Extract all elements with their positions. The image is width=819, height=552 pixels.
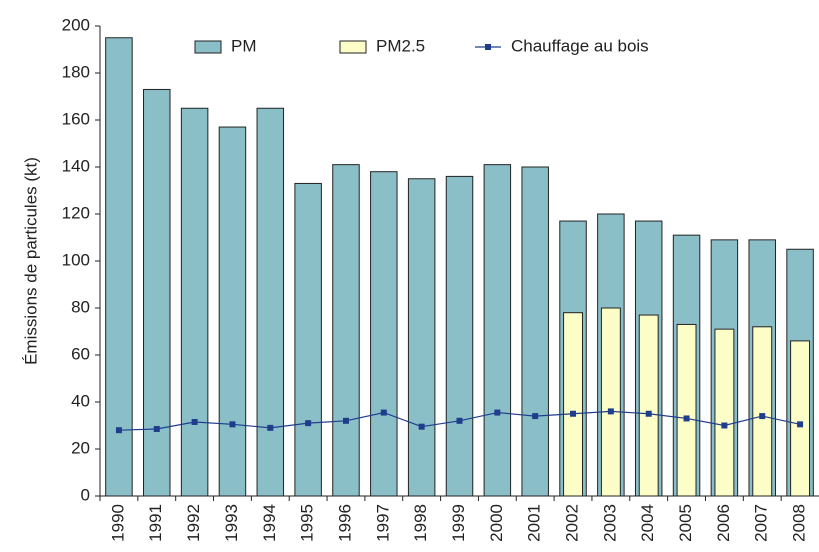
bar	[180, 107, 209, 497]
marker	[456, 417, 463, 424]
y-tick-label: 120	[62, 203, 90, 222]
y-tick-label: 200	[62, 15, 90, 34]
marker	[229, 421, 236, 428]
marker	[532, 413, 539, 420]
x-tick-label: 2004	[638, 504, 657, 542]
marker	[721, 422, 728, 429]
bar	[714, 328, 735, 497]
marker	[759, 413, 766, 420]
y-tick-label: 180	[62, 62, 90, 81]
marker	[153, 426, 160, 433]
y-tick-label: 100	[62, 250, 90, 269]
y-tick-label: 140	[62, 156, 90, 175]
bar	[521, 166, 549, 497]
marker	[494, 409, 501, 416]
x-tick-label: 1998	[411, 504, 430, 542]
x-tick-label: 1994	[260, 504, 279, 542]
marker	[418, 423, 425, 430]
bar	[790, 340, 811, 497]
x-tick-label: 1991	[146, 504, 165, 542]
legend-swatch	[339, 40, 367, 54]
bar	[218, 126, 247, 497]
bar	[483, 164, 512, 497]
y-tick-label: 80	[71, 297, 90, 316]
y-tick-label: 160	[62, 109, 90, 128]
y-tick-label: 20	[71, 438, 90, 457]
x-tick-label: 2001	[525, 504, 544, 542]
marker	[607, 408, 614, 415]
marker	[570, 410, 577, 417]
marker	[267, 424, 274, 431]
legend-marker	[485, 44, 491, 50]
marker	[342, 417, 349, 424]
bar	[563, 312, 583, 497]
y-tick-label: 60	[71, 344, 90, 363]
y-tick-label: 0	[81, 485, 90, 504]
bar	[445, 175, 474, 497]
marker	[683, 415, 690, 422]
bar	[407, 178, 436, 497]
marker	[380, 409, 387, 416]
x-tick-label: 1996	[335, 504, 354, 542]
x-tick-label: 2002	[563, 504, 582, 542]
x-tick-label: 2007	[752, 504, 771, 542]
y-axis-label: Émissions de particules (kt)	[21, 157, 40, 365]
bar	[676, 323, 697, 497]
marker	[645, 410, 652, 417]
legend-swatch	[194, 40, 222, 54]
bar	[105, 37, 133, 497]
x-tick-label: 2000	[487, 504, 506, 542]
bar	[370, 171, 398, 497]
marker	[191, 418, 198, 425]
bar	[332, 164, 360, 497]
x-tick-label: 2006	[714, 504, 733, 542]
x-tick-label: 1995	[298, 504, 317, 542]
x-tick-label: 1993	[222, 504, 241, 542]
marker	[115, 427, 122, 434]
bar	[256, 107, 285, 497]
x-tick-label: 1990	[108, 504, 127, 542]
y-tick-label: 40	[71, 391, 90, 410]
bar	[600, 307, 621, 497]
legend-label: PM	[231, 36, 257, 55]
x-tick-label: 2005	[676, 504, 695, 542]
x-tick-label: 1997	[373, 504, 392, 542]
bar	[638, 314, 659, 497]
bar	[294, 182, 322, 497]
bar	[143, 88, 171, 497]
legend-label: Chauffage au bois	[511, 36, 649, 55]
bar	[752, 326, 773, 497]
x-tick-label: 2003	[600, 504, 619, 542]
marker	[797, 421, 804, 428]
x-tick-label: 2008	[790, 504, 809, 542]
marker	[305, 420, 312, 427]
x-tick-label: 1992	[184, 504, 203, 542]
legend-label: PM2.5	[376, 36, 425, 55]
x-tick-label: 1999	[449, 504, 468, 542]
